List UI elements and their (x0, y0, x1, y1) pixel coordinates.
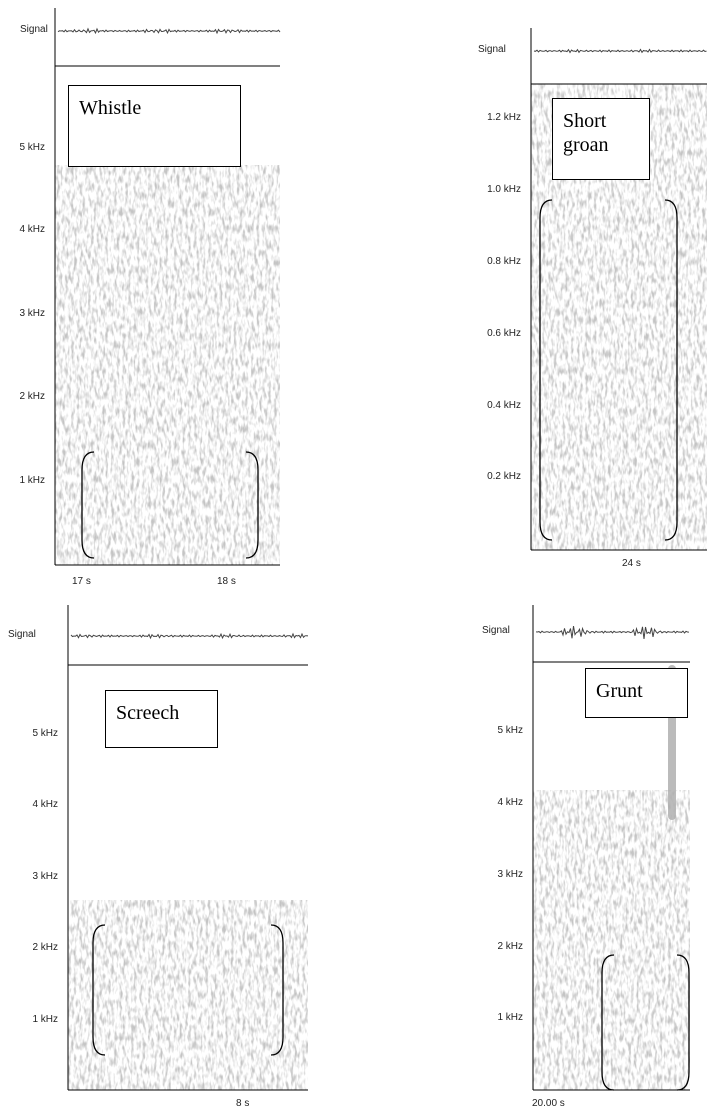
y-tick-label: 1 kHz (497, 1012, 523, 1023)
call-label: Grunt (585, 668, 688, 718)
y-tick-label: 2 kHz (19, 391, 45, 402)
y-tick-label: 4 kHz (497, 797, 523, 808)
bracket-left (601, 954, 615, 1091)
call-label: Screech (105, 690, 218, 748)
bracket-right (270, 924, 284, 1056)
y-tick-label: 1.0 kHz (487, 184, 521, 195)
y-tick-label: 5 kHz (32, 728, 58, 739)
y-tick-label: 0.8 kHz (487, 256, 521, 267)
y-tick-label: 1 kHz (19, 475, 45, 486)
y-tick-label: 5 kHz (497, 725, 523, 736)
y-tick-label: 1.2 kHz (487, 112, 521, 123)
y-tick-label: 3 kHz (32, 871, 58, 882)
y-tick-label: 3 kHz (497, 869, 523, 880)
signal-label: Signal (8, 629, 36, 640)
signal-label: Signal (482, 625, 510, 636)
waveform (70, 632, 309, 640)
bracket-left (539, 199, 553, 541)
x-tick-label: 24 s (622, 558, 641, 569)
y-tick-label: 5 kHz (19, 142, 45, 153)
y-tick-label: 3 kHz (19, 308, 45, 319)
call-label: Whistle (68, 85, 241, 167)
y-tick-label: 0.2 kHz (487, 471, 521, 482)
waveform (57, 27, 281, 35)
bracket-left (81, 451, 95, 559)
call-label: Short groan (552, 98, 650, 180)
bracket-right (676, 954, 690, 1091)
signal-label: Signal (20, 24, 48, 35)
bracket-right (664, 199, 678, 541)
bracket-left (92, 924, 106, 1056)
spectrogram (533, 790, 690, 1090)
x-tick-label: 20.00 s (532, 1098, 565, 1109)
y-tick-label: 0.6 kHz (487, 328, 521, 339)
x-tick-label: 8 s (236, 1098, 250, 1109)
signal-label: Signal (478, 44, 506, 55)
waveform (533, 48, 707, 54)
y-tick-label: 0.4 kHz (487, 400, 521, 411)
y-tick-label: 2 kHz (497, 941, 523, 952)
y-tick-label: 2 kHz (32, 942, 58, 953)
y-tick-label: 4 kHz (19, 224, 45, 235)
bracket-right (245, 451, 259, 559)
y-tick-label: 4 kHz (32, 799, 58, 810)
y-tick-label: 1 kHz (32, 1014, 58, 1025)
spectrogram (55, 165, 280, 565)
waveform (535, 626, 690, 639)
spectrogram (68, 900, 308, 1090)
x-tick-label: 18 s (217, 576, 236, 587)
x-tick-label: 17 s (72, 576, 91, 587)
